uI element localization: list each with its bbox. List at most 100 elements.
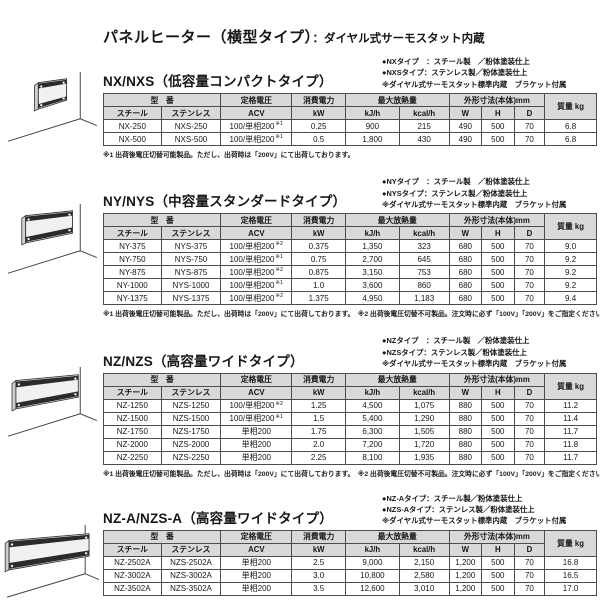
col-heat-kj: kJ/h: [345, 385, 400, 400]
col-power: 消費電力: [291, 213, 347, 228]
panel-heater-wide-illustration: [7, 367, 98, 438]
col-w: W: [448, 385, 483, 400]
section-nza-nzsa: NZ-A/NZS-A（高容量ワイドタイプ） ●NZ-Aタイプ：スチール製／粉体塗…: [0, 493, 600, 598]
note-line: ※ダイヤル式サーモスタット標準内蔵 ブラケット付属: [382, 200, 567, 210]
voltage-note-mark: ※2: [275, 241, 284, 248]
heat-kj-cell: 3,150: [345, 265, 400, 280]
col-w: W: [448, 106, 483, 121]
col-stainless: ステンレス: [160, 106, 222, 121]
dim-h-cell: 500: [481, 555, 515, 570]
voltage-note-mark: ※2: [275, 400, 284, 407]
spec-row: NZ-2250 NZS-2250 単相200 2.25 8,100 1,935 880 500…: [103, 450, 597, 465]
heat-kcal-cell: 215: [398, 119, 450, 134]
note-line: ●NZ-Aタイプ：スチール製／粉体塗装仕上: [382, 493, 523, 503]
note-line: ●NXタイプ ：スチール製 ／粉体塗装仕上: [382, 57, 530, 66]
model-steel-cell: NY-1375: [103, 291, 162, 306]
heat-kcal-cell: 1,183: [398, 291, 450, 306]
weight-kg-cell: 16.5: [544, 568, 597, 583]
heat-kcal-cell: 1,720: [398, 437, 450, 452]
heat-kj-cell: 7,200: [345, 437, 400, 452]
illustration-column: [0, 493, 103, 598]
dim-w-cell: 680: [448, 278, 483, 293]
heat-kj-cell: 2,700: [345, 252, 400, 267]
spec-row: NY-750 NYS-750 100/単相200※1 0.75 2,700 645 680 5…: [103, 252, 597, 267]
model-steel-cell: NX-250: [103, 119, 162, 134]
heat-kj-cell: 1,800: [345, 132, 400, 147]
col-h: H: [481, 106, 515, 121]
rated-voltage-cell: 単相200: [220, 437, 293, 452]
dim-h-cell: 500: [481, 450, 515, 465]
model-stainless-cell: NZS-1750: [160, 424, 222, 439]
section-heading: NZ/NZS（高容量ワイドタイプ）: [103, 353, 304, 369]
weight-kg-cell: 11.4: [544, 411, 597, 426]
col-weight: 質量 kg: [544, 93, 597, 121]
model-stainless-cell: NYS-1375: [160, 291, 222, 306]
dim-d-cell: 70: [513, 119, 546, 134]
dim-h-cell: 500: [481, 424, 515, 439]
rated-voltage-cell: 100/単相200※2: [220, 398, 293, 413]
rated-voltage-cell: 100/単相200※1: [220, 411, 293, 426]
heat-kcal-cell: 1,290: [398, 411, 450, 426]
col-h: H: [481, 226, 515, 241]
weight-kg-cell: 11.7: [544, 450, 597, 465]
power-kw-cell: 0.875: [291, 265, 347, 280]
weight-kg-cell: 11.7: [544, 424, 597, 439]
model-stainless-cell: NYS-375: [160, 239, 222, 254]
model-steel-cell: NZ-2502A: [103, 555, 162, 570]
col-steel: スチール: [103, 542, 162, 557]
heat-kj-cell: 6,300: [345, 424, 400, 439]
dim-w-cell: 680: [448, 291, 483, 306]
spec-sheet-page: パネルヒーター（横型タイプ）：ダイヤル式サーモスタット内蔵 NX/NXS（低容量…: [0, 13, 600, 613]
dim-w-cell: 880: [448, 398, 483, 413]
dim-h-cell: 500: [481, 437, 515, 452]
dim-w-cell: 880: [448, 411, 483, 426]
rated-voltage-cell: 100/単相200※1: [220, 119, 293, 134]
model-stainless-cell: NZS-2000: [160, 437, 222, 452]
heat-kcal-cell: 2,150: [398, 555, 450, 570]
model-stainless-cell: NZS-2502A: [160, 555, 222, 570]
spec-table: 型 番 定格電圧 消費電力 最大放熱量 外形寸法(本体)mm 質量 kg スチー…: [102, 213, 597, 306]
col-heat-kj: kJ/h: [345, 106, 400, 121]
col-power-unit: kW: [291, 226, 347, 241]
model-stainless-cell: NXS-250: [160, 119, 222, 134]
panel-heater-compact-illustration: [7, 71, 98, 142]
dim-h-cell: 500: [481, 119, 515, 134]
model-stainless-cell: NYS-750: [160, 252, 222, 267]
spec-row: NY-1375 NYS-1375 100/単相200※2 1.375 4,950 1,18…: [103, 291, 597, 306]
power-kw-cell: 0.375: [291, 239, 347, 254]
dim-h-cell: 500: [481, 411, 515, 426]
model-stainless-cell: NZS-2250: [160, 450, 222, 465]
rated-voltage-cell: 100/単相200※1: [220, 278, 293, 293]
spec-row: NZ-2502A NZS-2502A 単相200 2.5 9,000 2,150 1,200…: [103, 555, 597, 570]
col-power: 消費電力: [291, 372, 347, 387]
model-steel-cell: NZ-1750: [103, 424, 162, 439]
col-d: D: [513, 226, 546, 241]
heat-kcal-cell: 3,010: [398, 581, 450, 596]
dim-h-cell: 500: [481, 291, 515, 306]
col-voltage: 定格電圧: [220, 213, 293, 228]
power-kw-cell: 1.25: [291, 398, 347, 413]
voltage-footnote: ※1 出荷後電圧切替可能製品。ただし、出荷時は「200V」にて出荷しております。…: [103, 311, 600, 319]
power-kw-cell: 1.5: [291, 411, 347, 426]
col-heat-kcal: kcal/h: [398, 542, 450, 557]
col-steel: スチール: [103, 385, 162, 400]
page-title-main: パネルヒーター（横型タイプ）: [103, 29, 313, 46]
voltage-note-mark: ※1: [275, 121, 284, 128]
weight-kg-cell: 9.0: [544, 239, 597, 254]
power-kw-cell: 0.5: [291, 132, 347, 147]
weight-kg-cell: 11.2: [544, 398, 597, 413]
heat-kcal-cell: 645: [398, 252, 450, 267]
col-voltage-unit: ACV: [220, 106, 293, 121]
model-steel-cell: NY-375: [103, 239, 162, 254]
model-steel-cell: NZ-2250: [103, 450, 162, 465]
spec-table: 型 番 定格電圧 消費電力 最大放熱量 外形寸法(本体)mm 質量 kg スチー…: [102, 529, 597, 596]
heat-kcal-cell: 1,935: [398, 450, 450, 465]
dim-w-cell: 1,200: [448, 568, 483, 583]
heat-kcal-cell: 860: [398, 278, 450, 293]
section-ny-nys: NY/NYS（中容量スタンダードタイプ） ●NYタイプ ：スチール製 ／粉体塗装…: [0, 176, 600, 318]
col-stainless: ステンレス: [160, 385, 222, 400]
col-weight: 質量 kg: [544, 529, 597, 557]
spec-row: NX-250 NXS-250 100/単相200※1 0.25 900 215 490 500…: [103, 119, 597, 134]
col-d: D: [513, 385, 546, 400]
col-stainless: ステンレス: [160, 226, 222, 241]
